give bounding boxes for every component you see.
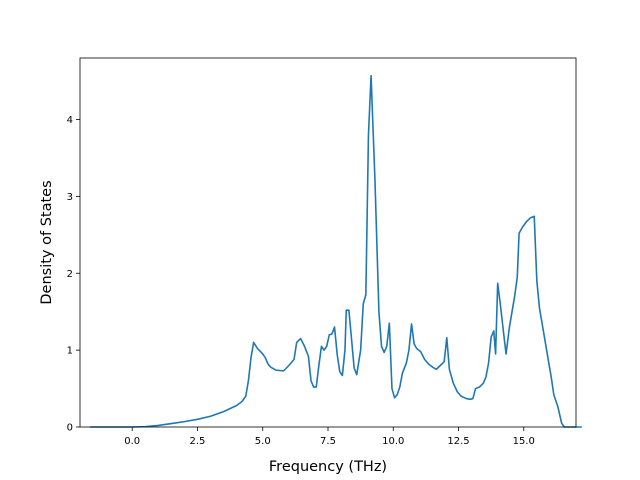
y-axis-label: Density of States <box>39 180 55 304</box>
x-tick-label: 2.5 <box>190 436 206 447</box>
y-tick-label: 1 <box>67 346 73 357</box>
x-tick-label: 0.0 <box>124 436 140 447</box>
x-tick-label: 5.0 <box>255 436 271 447</box>
y-tick-label: 2 <box>67 269 73 280</box>
y-tick-label: 3 <box>67 192 73 203</box>
x-tick-label: 7.5 <box>320 436 336 447</box>
y-tick-label: 0 <box>67 423 73 434</box>
plot-frame <box>79 57 577 428</box>
x-tick-label: 12.5 <box>447 436 469 447</box>
x-tick-label: 15.0 <box>513 436 535 447</box>
y-tick-label: 4 <box>67 115 73 126</box>
x-axis-label: Frequency (THz) <box>269 459 387 475</box>
dos-series-line <box>89 74 583 428</box>
y-axis-ticks: 0 1 2 3 4 <box>67 115 80 434</box>
x-tick-label: 10.0 <box>382 436 404 447</box>
plot-background <box>80 58 576 427</box>
x-axis-ticks: 0.0 2.5 5.0 7.5 10.0 12.5 15.0 <box>124 427 535 447</box>
